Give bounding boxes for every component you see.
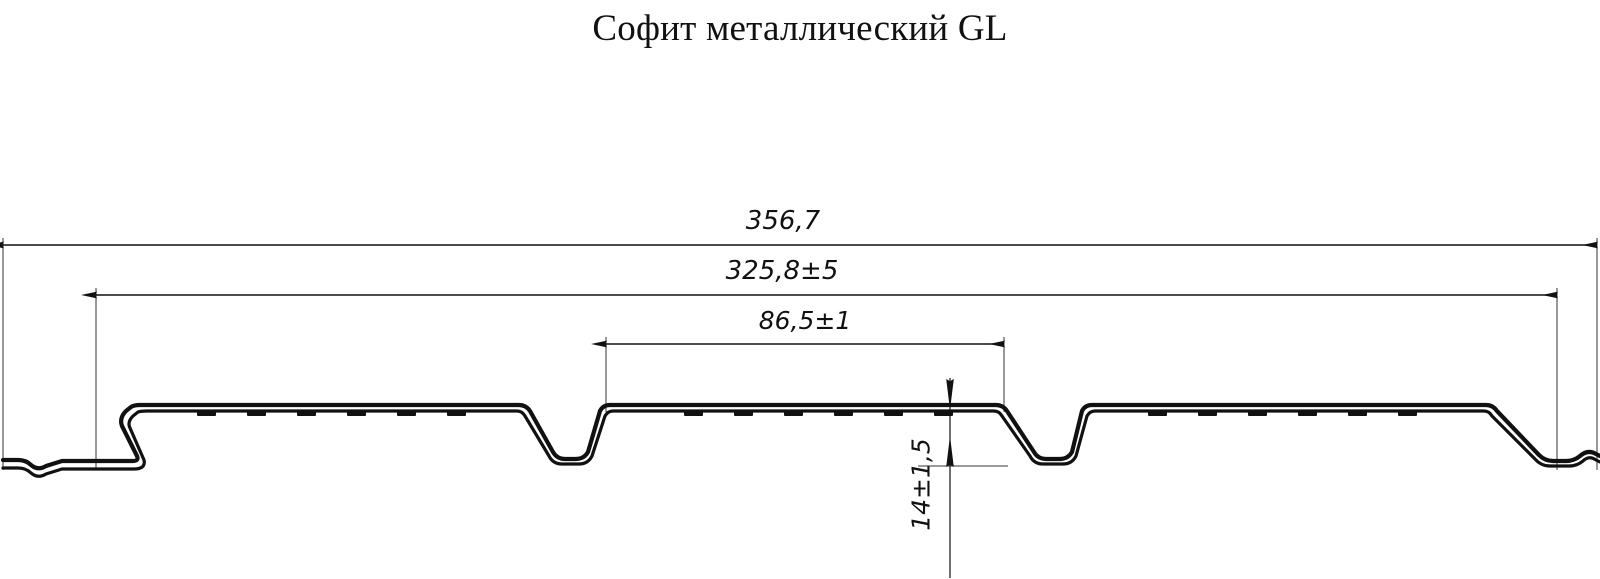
dimension-arrows-height (946, 379, 954, 467)
arrow-height-bottom (946, 436, 954, 467)
perforation-slot (884, 411, 903, 416)
perforation-slot (297, 411, 316, 416)
perforation-slot (1198, 411, 1217, 416)
perforation-slot (1148, 411, 1167, 416)
profile-outer-contour (0, 402, 1600, 471)
perforation-slot (247, 411, 266, 416)
perforation-slot (734, 411, 753, 416)
perforation-slot (1348, 411, 1367, 416)
perforation-slot (784, 411, 803, 416)
soffit-profile-outline (0, 402, 1600, 478)
perforation-slots-right-panel (1148, 411, 1417, 416)
extension-lines (2, 238, 1598, 470)
perforation-slot (197, 411, 216, 416)
perforation-slot (684, 411, 703, 416)
perforation-slot (1398, 411, 1417, 416)
profile-inner-contour (1, 409, 1600, 478)
perforation-slot (447, 411, 466, 416)
perforation-slot (834, 411, 853, 416)
perforation-slots-centre-panel (684, 411, 953, 416)
dimension-lines (0, 241, 1598, 578)
perforation-slot (397, 411, 416, 416)
perforation-slot (1298, 411, 1317, 416)
perforation-slot (347, 411, 366, 416)
perforation-slot (1248, 411, 1267, 416)
perforation-slot (934, 411, 953, 416)
perforation-slots-left-panel (197, 411, 466, 416)
arrow-height-top (946, 379, 954, 410)
